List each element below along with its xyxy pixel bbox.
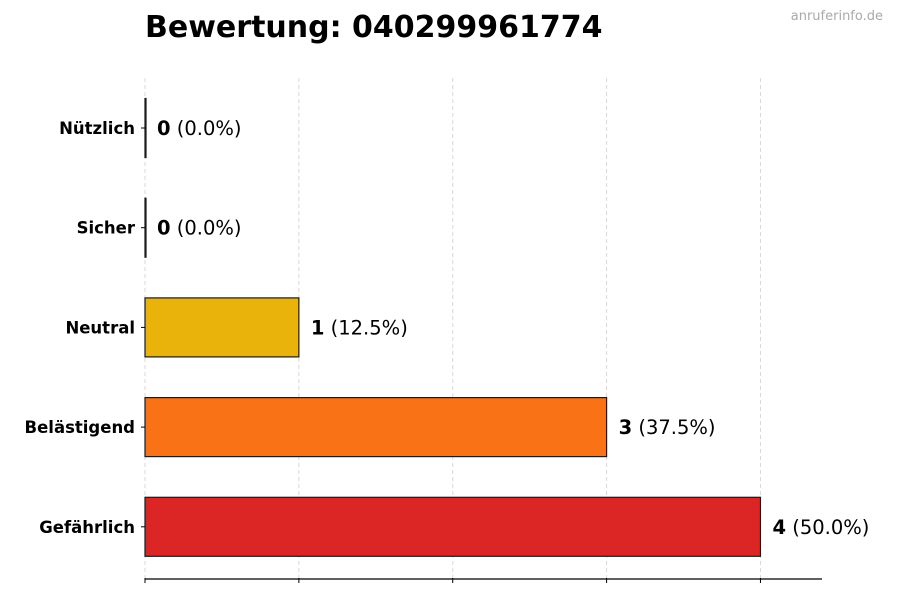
bar-belastigend	[144, 397, 608, 458]
value-label: 1 (12.5%)	[311, 316, 408, 339]
value-count: 0	[157, 117, 171, 140]
bars	[144, 97, 762, 557]
value-percent: (37.5%)	[632, 416, 715, 439]
value-labels: 0 (0.0%)0 (0.0%)1 (12.5%)3 (37.5%)4 (50.…	[157, 117, 869, 539]
bar-nutzlich	[144, 97, 147, 159]
value-count: 4	[772, 516, 786, 539]
category-label: Sicher	[77, 219, 136, 238]
category-label: Neutral	[65, 318, 135, 337]
axes	[141, 127, 822, 583]
value-percent: (0.0%)	[171, 217, 242, 240]
value-count: 1	[311, 316, 325, 339]
category-label: Belästigend	[25, 418, 135, 437]
value-count: 3	[619, 416, 633, 439]
value-label: 3 (37.5%)	[619, 416, 716, 439]
value-label: 4 (50.0%)	[772, 516, 869, 539]
value-percent: (12.5%)	[324, 316, 407, 339]
category-label: Gefährlich	[39, 518, 135, 537]
gridlines	[144, 78, 761, 578]
bar-gefahrlich	[144, 496, 762, 557]
bar-sicher	[144, 197, 147, 258]
value-label: 0 (0.0%)	[157, 117, 242, 140]
chart-title: Bewertung: 040299961774	[145, 10, 603, 45]
category-label: Nützlich	[59, 119, 135, 138]
category-labels: Nützlich Sicher Neutral Belästigend Gefährli…	[25, 119, 136, 537]
value-count: 0	[157, 217, 171, 240]
bar-neutral	[144, 297, 300, 358]
value-label: 0 (0.0%)	[157, 217, 242, 240]
value-percent: (50.0%)	[786, 516, 869, 539]
value-percent: (0.0%)	[171, 117, 242, 140]
watermark: anruferinfo.de	[790, 9, 883, 24]
